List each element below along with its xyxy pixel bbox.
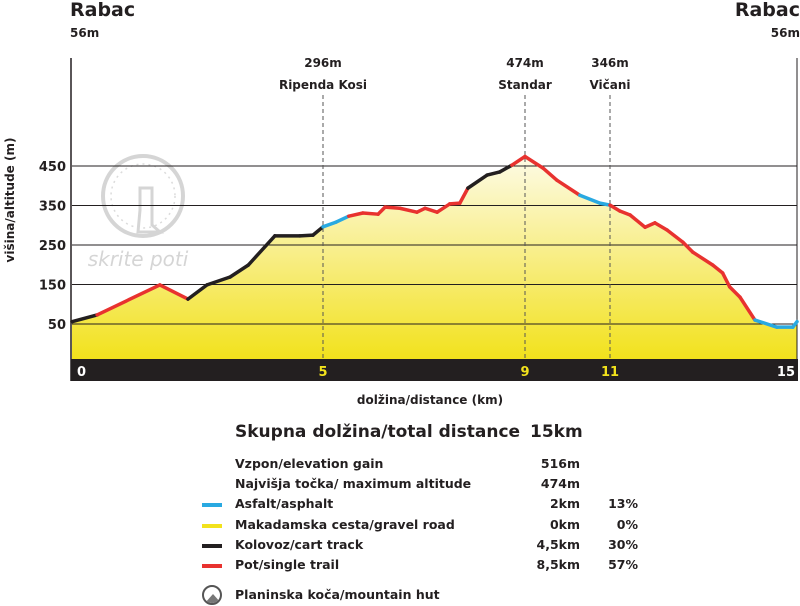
legend-swatch bbox=[202, 564, 222, 568]
waypoint-name: Standar bbox=[498, 78, 552, 92]
y-tick-label: 450 bbox=[39, 160, 66, 175]
profile-segment-asphalt bbox=[791, 319, 799, 329]
x-tick-label: 0 bbox=[77, 365, 86, 380]
row-percent: 0% bbox=[616, 516, 638, 532]
mountain-hut-icon bbox=[202, 585, 222, 605]
profile-segment-trail bbox=[458, 186, 470, 205]
waypoint-name: Ripenda Kosi bbox=[279, 78, 367, 92]
x-tick-label: 5 bbox=[318, 365, 327, 380]
profile-segment-trail bbox=[95, 283, 162, 317]
legend-swatch bbox=[202, 503, 222, 508]
waypoint-altitude: 296m bbox=[304, 56, 342, 70]
row-label: Asfalt/asphalt bbox=[235, 496, 334, 512]
elevation-area bbox=[72, 156, 797, 359]
profile-segment-trail bbox=[727, 285, 742, 299]
row-value: 516m bbox=[540, 456, 580, 471]
start-altitude: 56m bbox=[70, 26, 100, 40]
profile-segment-cart bbox=[228, 263, 250, 279]
x-tick-label: 15 bbox=[777, 365, 795, 380]
profile-segment-trail bbox=[398, 206, 419, 214]
profile-segment-trail bbox=[510, 154, 527, 167]
profile-segment-cart bbox=[246, 234, 277, 267]
profile-segment-asphalt bbox=[578, 193, 602, 205]
row-percent: 30% bbox=[608, 536, 638, 552]
profile-segment-asphalt bbox=[753, 318, 779, 329]
end-location-name: Rabac bbox=[734, 0, 800, 21]
row-label: Vzpon/elevation gain bbox=[235, 456, 384, 471]
profile-segment-trail bbox=[665, 228, 685, 244]
row-label: Makadamska cesta/gravel road bbox=[235, 516, 455, 532]
y-tick-label: 250 bbox=[39, 239, 66, 254]
row-label: Pot/single trail bbox=[235, 557, 340, 572]
y-tick-label: 50 bbox=[48, 318, 66, 333]
profile-segment-trail bbox=[711, 263, 725, 275]
profile-segment-trail bbox=[628, 213, 647, 229]
y-tick-label: 150 bbox=[39, 279, 66, 294]
profile-segment-trail bbox=[720, 271, 732, 289]
profile-segment-cart bbox=[186, 283, 209, 301]
profile-segment-trail bbox=[738, 295, 757, 322]
x-axis-bar bbox=[71, 359, 798, 381]
profile-segment-cart bbox=[485, 170, 502, 177]
profile-segment-cart bbox=[298, 233, 315, 238]
profile-segment-cart bbox=[205, 275, 232, 287]
profile-segment-trail bbox=[541, 166, 559, 182]
legend-swatch bbox=[202, 543, 222, 548]
svg-text:skrite poti: skrite poti bbox=[88, 247, 189, 271]
row-value: 8,5km bbox=[536, 557, 580, 572]
profile-segment-trail bbox=[555, 178, 582, 197]
total-distance-value: 15km bbox=[530, 422, 583, 442]
profile-segment-trail bbox=[653, 221, 669, 232]
skrite-poti-logo: skrite poti bbox=[88, 154, 189, 271]
elevation-chart: skrite poti 0 5 9 11 15 50 150 250 350 450 višin… bbox=[3, 56, 799, 407]
profile-segment-cart bbox=[70, 313, 99, 324]
row-value: 4,5km bbox=[536, 536, 580, 552]
x-axis-label: dolžina/distance (km) bbox=[357, 393, 503, 407]
profile-segment-trail bbox=[681, 240, 695, 254]
profile-segment-cart bbox=[498, 163, 514, 174]
profile-segment-cart bbox=[466, 173, 489, 190]
profile-segment-trail bbox=[383, 205, 402, 211]
waypoint-altitude: 474m bbox=[506, 56, 544, 70]
start-location-name: Rabac bbox=[70, 0, 136, 21]
x-tick-label: 11 bbox=[601, 365, 619, 380]
row-value: 2km bbox=[549, 496, 580, 512]
profile-segment-trail bbox=[643, 221, 657, 229]
profile-segment-trail bbox=[361, 211, 380, 216]
y-axis-label: višina/altitude (m) bbox=[3, 138, 17, 263]
total-distance-label: Skupna dolžina/total distance bbox=[235, 422, 521, 442]
profile-segment-asphalt bbox=[321, 220, 338, 229]
profile-segment-trail bbox=[690, 250, 715, 267]
mountain-hut-label: Planinska koča/mountain hut bbox=[235, 587, 440, 602]
y-tick-label: 350 bbox=[39, 200, 66, 215]
row-percent: 57% bbox=[608, 557, 638, 572]
profile-segment-trail bbox=[523, 154, 545, 170]
row-percent: 13% bbox=[608, 496, 638, 512]
waypoint-altitude: 346m bbox=[591, 56, 629, 70]
row-value: 0km bbox=[549, 516, 580, 532]
profile-segment-cart bbox=[311, 225, 325, 237]
waypoint-name: Vičani bbox=[589, 78, 630, 92]
profile-segment-trail bbox=[158, 283, 190, 301]
profile-segment-asphalt bbox=[334, 214, 351, 224]
profile-segment-trail bbox=[435, 202, 452, 214]
profile-segment-trail bbox=[608, 203, 622, 213]
profile-segment-trail bbox=[618, 209, 632, 217]
profile-segment-trail bbox=[347, 211, 365, 218]
row-value: 474m bbox=[540, 476, 580, 492]
x-tick-label: 9 bbox=[520, 365, 529, 380]
row-label: Kolovoz/cart track bbox=[235, 536, 364, 552]
profile-segment-trail bbox=[423, 206, 439, 214]
row-label: Najvišja točka/ maximum altitude bbox=[235, 476, 472, 492]
legend-swatch bbox=[202, 523, 222, 528]
end-altitude: 56m bbox=[770, 26, 800, 40]
